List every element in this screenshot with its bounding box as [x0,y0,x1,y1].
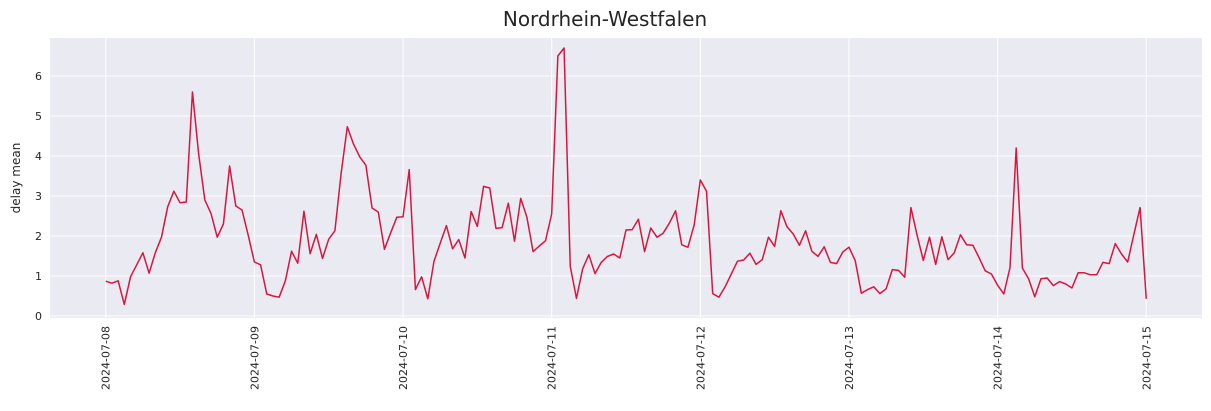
chart-title: Nordrhein-Westfalen [503,7,707,31]
series-line [105,47,1148,306]
x-tick-label: 2024-07-08 [100,326,113,390]
y-tick-label: 5 [35,110,42,123]
x-tick-label: 2024-07-14 [992,326,1005,390]
x-tick-label: 2024-07-13 [843,326,856,390]
x-tick-label: 2024-07-11 [546,326,559,390]
y-axis-label: delay mean [9,143,23,214]
grid-lines [50,38,1202,318]
y-tick-label: 1 [35,270,42,283]
y-tick-label: 0 [35,310,42,323]
y-tick-label: 3 [35,190,42,203]
y-tick-label: 6 [35,70,42,83]
y-tick-labels: 0 1 2 3 4 5 6 [35,70,42,323]
x-tick-labels: 2024-07-08 2024-07-09 2024-07-10 2024-07-11… [100,326,1154,390]
x-tick-label: 2024-07-10 [397,326,410,390]
x-tick-label: 2024-07-09 [248,326,261,390]
plot-background [50,38,1202,318]
y-tick-label: 4 [35,150,42,163]
y-tick-label: 2 [35,230,42,243]
x-tick-label: 2024-07-12 [694,326,707,390]
x-tick-label: 2024-07-15 [1140,326,1153,390]
